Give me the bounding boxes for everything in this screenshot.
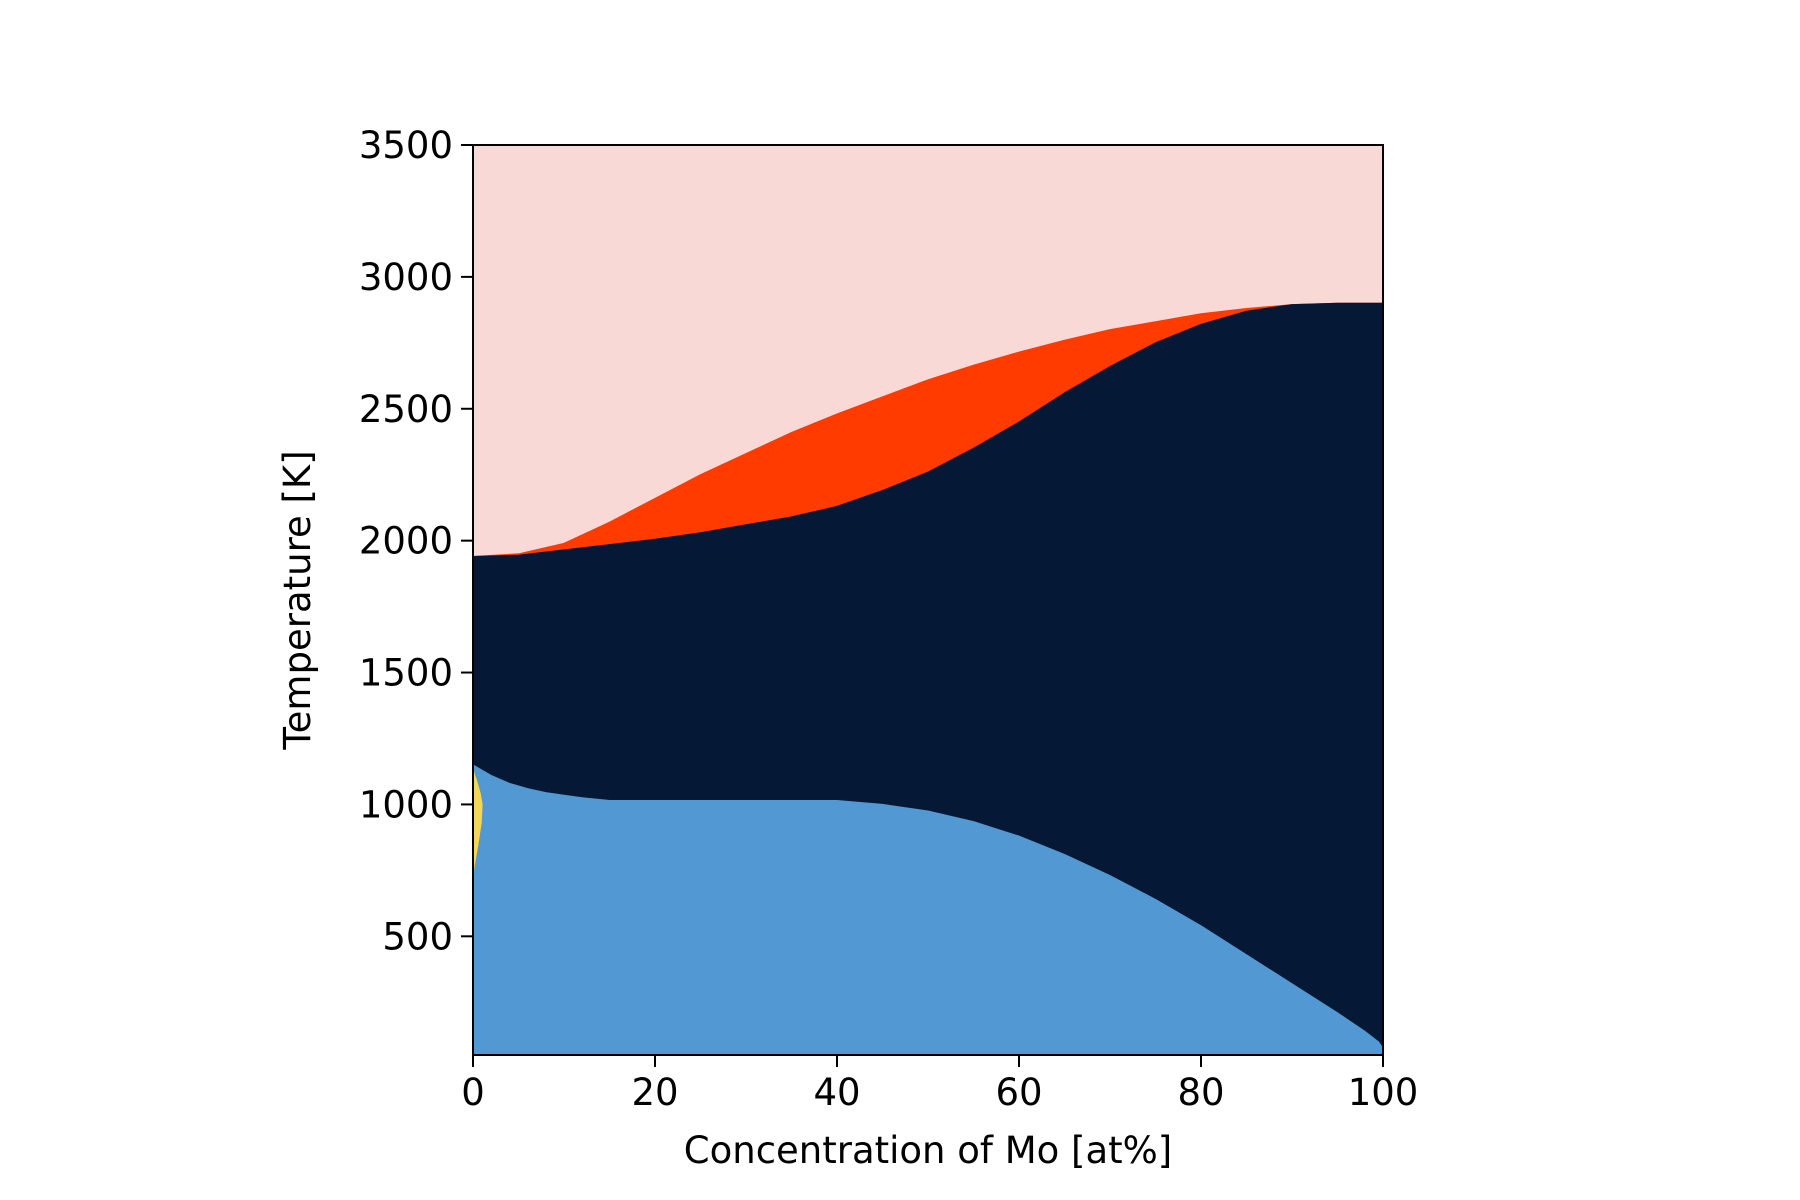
y-axis-label: Temperature [K] — [276, 450, 319, 750]
y-tick-label: 3000 — [359, 256, 453, 299]
y-tick-label: 3500 — [359, 124, 453, 167]
y-tick-label: 2500 — [359, 388, 453, 431]
x-tick-label: 40 — [813, 1071, 860, 1114]
x-axis-label: Concentration of Mo [at%] — [684, 1129, 1172, 1172]
y-tick-label: 1500 — [359, 652, 453, 695]
x-tick-label: 60 — [995, 1071, 1042, 1114]
x-tick-label: 0 — [461, 1071, 485, 1114]
x-tick-label: 100 — [1348, 1071, 1419, 1114]
x-tick-label: 20 — [631, 1071, 678, 1114]
plot-frame — [472, 144, 1384, 1056]
x-axis-ticks: 0 20 40 60 80 100 — [461, 1055, 1418, 1114]
y-tick-label: 1000 — [359, 783, 453, 826]
y-axis-ticks: 500 1000 1500 2000 2500 3000 3500 — [359, 124, 473, 958]
x-tick-label: 80 — [1177, 1071, 1224, 1114]
phase-region-3 — [472, 764, 1384, 1056]
y-tick-label: 2000 — [359, 520, 453, 563]
phase-regions — [472, 144, 1384, 1056]
y-tick-label: 500 — [382, 915, 453, 958]
